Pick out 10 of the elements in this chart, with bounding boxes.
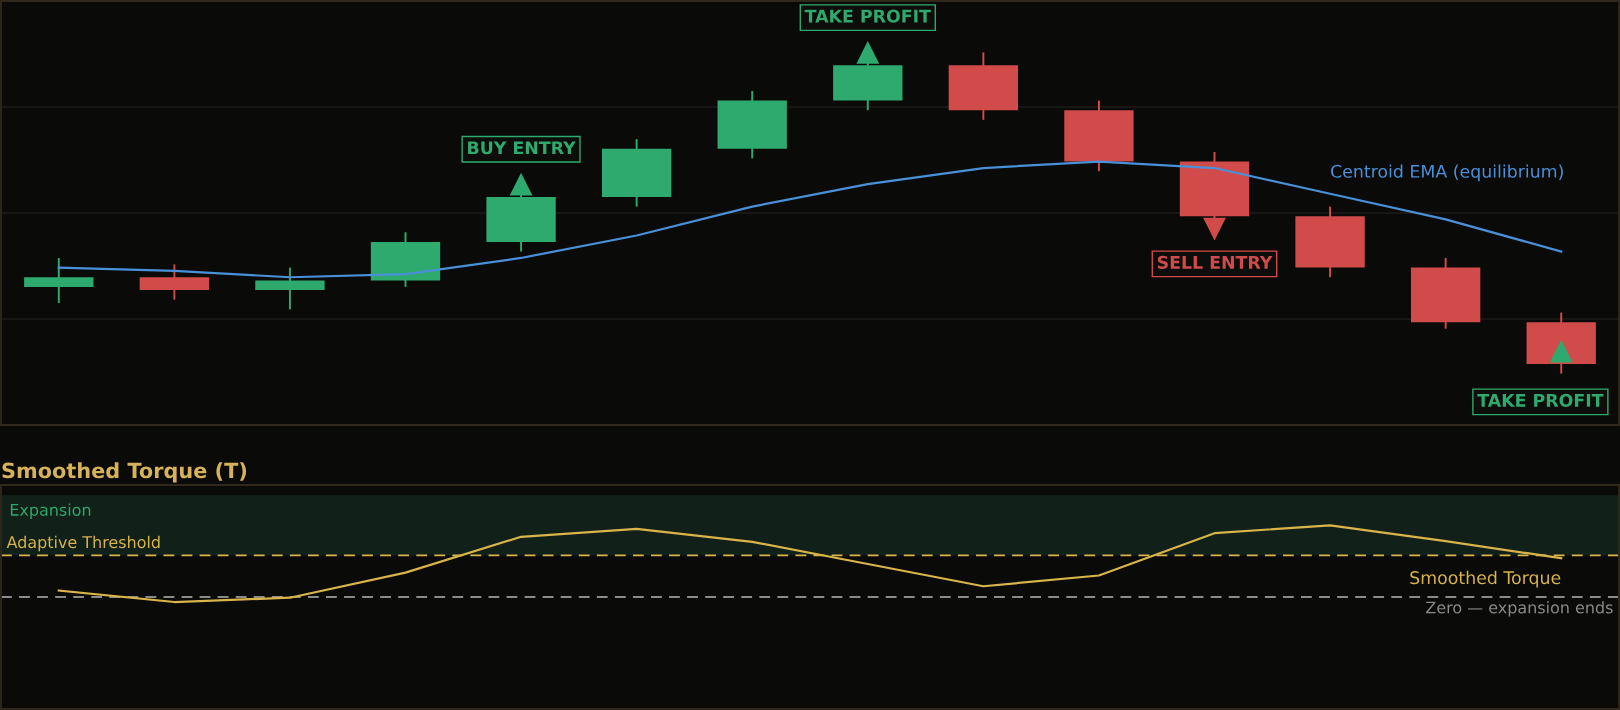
series-label: BUY ENTRY xyxy=(468,141,576,155)
series-label: Centroid EMA (equilibrium) xyxy=(1331,164,1563,182)
band-label: Expansion xyxy=(10,503,91,519)
series-label: TAKE PROFIT xyxy=(804,9,931,23)
series-label: SELL ENTRY xyxy=(1157,255,1273,269)
ref-line-label: Zero — expansion ends xyxy=(1426,601,1613,617)
text: TAKE PROFIT xyxy=(1477,393,1604,407)
ref-line-label: Adaptive Threshold xyxy=(6,535,160,552)
series-label: Smoothed Torque xyxy=(1410,570,1561,588)
chart-title: Smoothed Torque (T) xyxy=(2,462,247,483)
